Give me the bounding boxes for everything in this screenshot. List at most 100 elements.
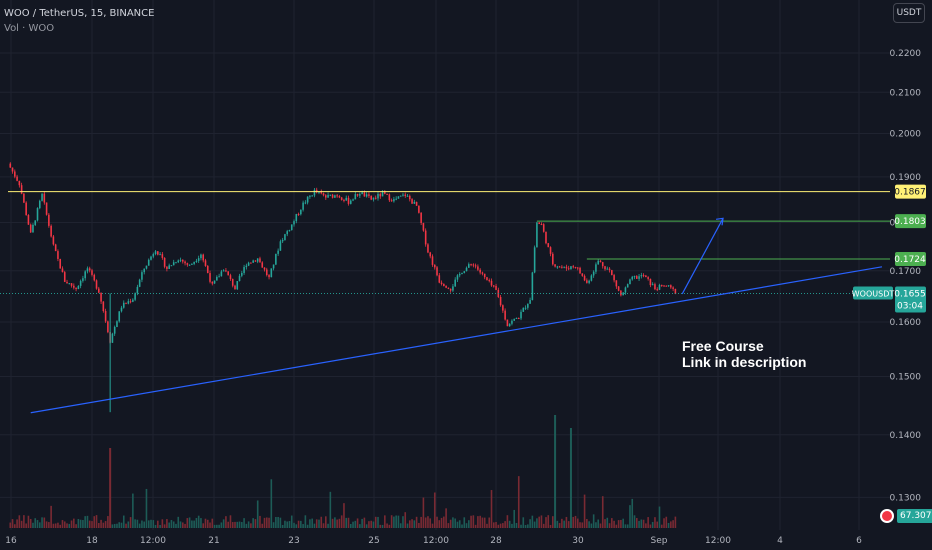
volume-bar — [254, 519, 257, 528]
candle-body — [311, 195, 313, 197]
volume-bar — [50, 505, 52, 528]
candle-body — [143, 268, 145, 273]
volume-bar — [93, 516, 96, 528]
volume-bar — [177, 516, 180, 528]
volume-bar — [495, 521, 497, 528]
candle-body — [209, 273, 211, 282]
volume-bar — [411, 519, 413, 528]
candle-body — [163, 257, 166, 267]
volume-bar — [588, 521, 590, 528]
candle-body — [225, 270, 227, 272]
candle-body — [402, 194, 404, 196]
volume-bar — [125, 523, 127, 528]
volume-bar — [365, 524, 368, 528]
candle-body — [620, 290, 622, 296]
volume-bar — [66, 523, 68, 528]
volume-bar — [243, 518, 245, 528]
candle-body — [193, 261, 195, 264]
volume-bar — [606, 517, 609, 528]
volume-bar — [388, 524, 391, 528]
candle-body — [288, 230, 291, 232]
candle-body — [606, 268, 609, 270]
candle-body — [635, 276, 638, 279]
currency-button[interactable]: USDT — [893, 3, 925, 23]
candle-body — [290, 224, 293, 231]
volume-bar — [222, 519, 225, 528]
volume-bar — [241, 522, 243, 528]
volume-bar — [309, 519, 311, 528]
candle-body — [318, 191, 320, 193]
candle-body — [567, 268, 570, 270]
volume-bar — [45, 521, 48, 528]
candle-body — [649, 278, 652, 286]
candle-body — [159, 254, 161, 256]
candle-body — [150, 256, 152, 260]
volume-bar — [134, 519, 136, 528]
candle-body — [34, 220, 37, 225]
candle-body — [261, 262, 264, 268]
candle-body — [599, 260, 602, 263]
volume-bar — [665, 516, 668, 528]
annotation-line-1: Free Course — [682, 338, 764, 354]
volume-bar — [38, 522, 41, 528]
candle-body — [231, 278, 234, 286]
candle-body — [556, 266, 559, 268]
volume-bar — [349, 523, 352, 528]
volume-bar — [77, 518, 80, 528]
volume-bar — [186, 518, 189, 528]
candle-body — [179, 259, 182, 261]
candle-body — [527, 303, 529, 308]
volume-bar — [604, 519, 606, 528]
volume-bar — [9, 522, 12, 528]
candle-body — [152, 254, 155, 257]
candle-body — [615, 280, 618, 287]
volume-bar — [533, 521, 536, 528]
candle-body — [145, 265, 148, 269]
volume-bar — [613, 520, 615, 528]
candle-body — [284, 234, 286, 240]
candle-body — [542, 224, 545, 232]
volume-bar — [524, 524, 527, 528]
volume-bar — [420, 516, 422, 528]
volume-bar — [511, 523, 513, 528]
candle-body — [499, 296, 502, 306]
candle-body — [236, 281, 239, 290]
candle-body — [141, 272, 143, 280]
volume-bar — [306, 524, 309, 528]
volume-bar — [48, 522, 50, 528]
level-price-tag — [895, 251, 926, 266]
volume-bar — [445, 508, 447, 528]
candle-body — [576, 267, 579, 269]
volume-bar — [191, 520, 193, 528]
candle-body — [663, 285, 665, 287]
candle-body — [651, 284, 654, 286]
candle-body — [533, 247, 536, 273]
candle-body — [381, 191, 384, 197]
candle-body — [633, 276, 636, 278]
volume-bar — [642, 519, 645, 528]
candle-body — [336, 195, 338, 197]
candle-body — [411, 199, 413, 204]
countdown-label: 03:04 — [897, 301, 923, 311]
candle-body — [302, 202, 304, 210]
candle-body — [486, 277, 488, 281]
volume-bar — [497, 524, 500, 528]
volume-bar — [529, 519, 531, 528]
candle-body — [345, 197, 348, 201]
volume-bar — [231, 522, 234, 528]
candle-body — [166, 266, 168, 269]
candle-body — [452, 286, 454, 291]
candle-body — [186, 263, 189, 265]
volume-bar — [113, 523, 116, 528]
candle-body — [331, 194, 334, 198]
volume-bar — [624, 524, 627, 528]
volume-bar — [161, 519, 164, 528]
volume-bar — [157, 520, 159, 528]
candle-body — [454, 279, 456, 287]
volume-bar — [279, 517, 282, 528]
volume-bar — [561, 518, 563, 528]
projection-arrow — [681, 218, 724, 295]
volume-bar — [608, 523, 611, 528]
candle-body — [406, 195, 409, 197]
candle-body — [352, 199, 354, 201]
